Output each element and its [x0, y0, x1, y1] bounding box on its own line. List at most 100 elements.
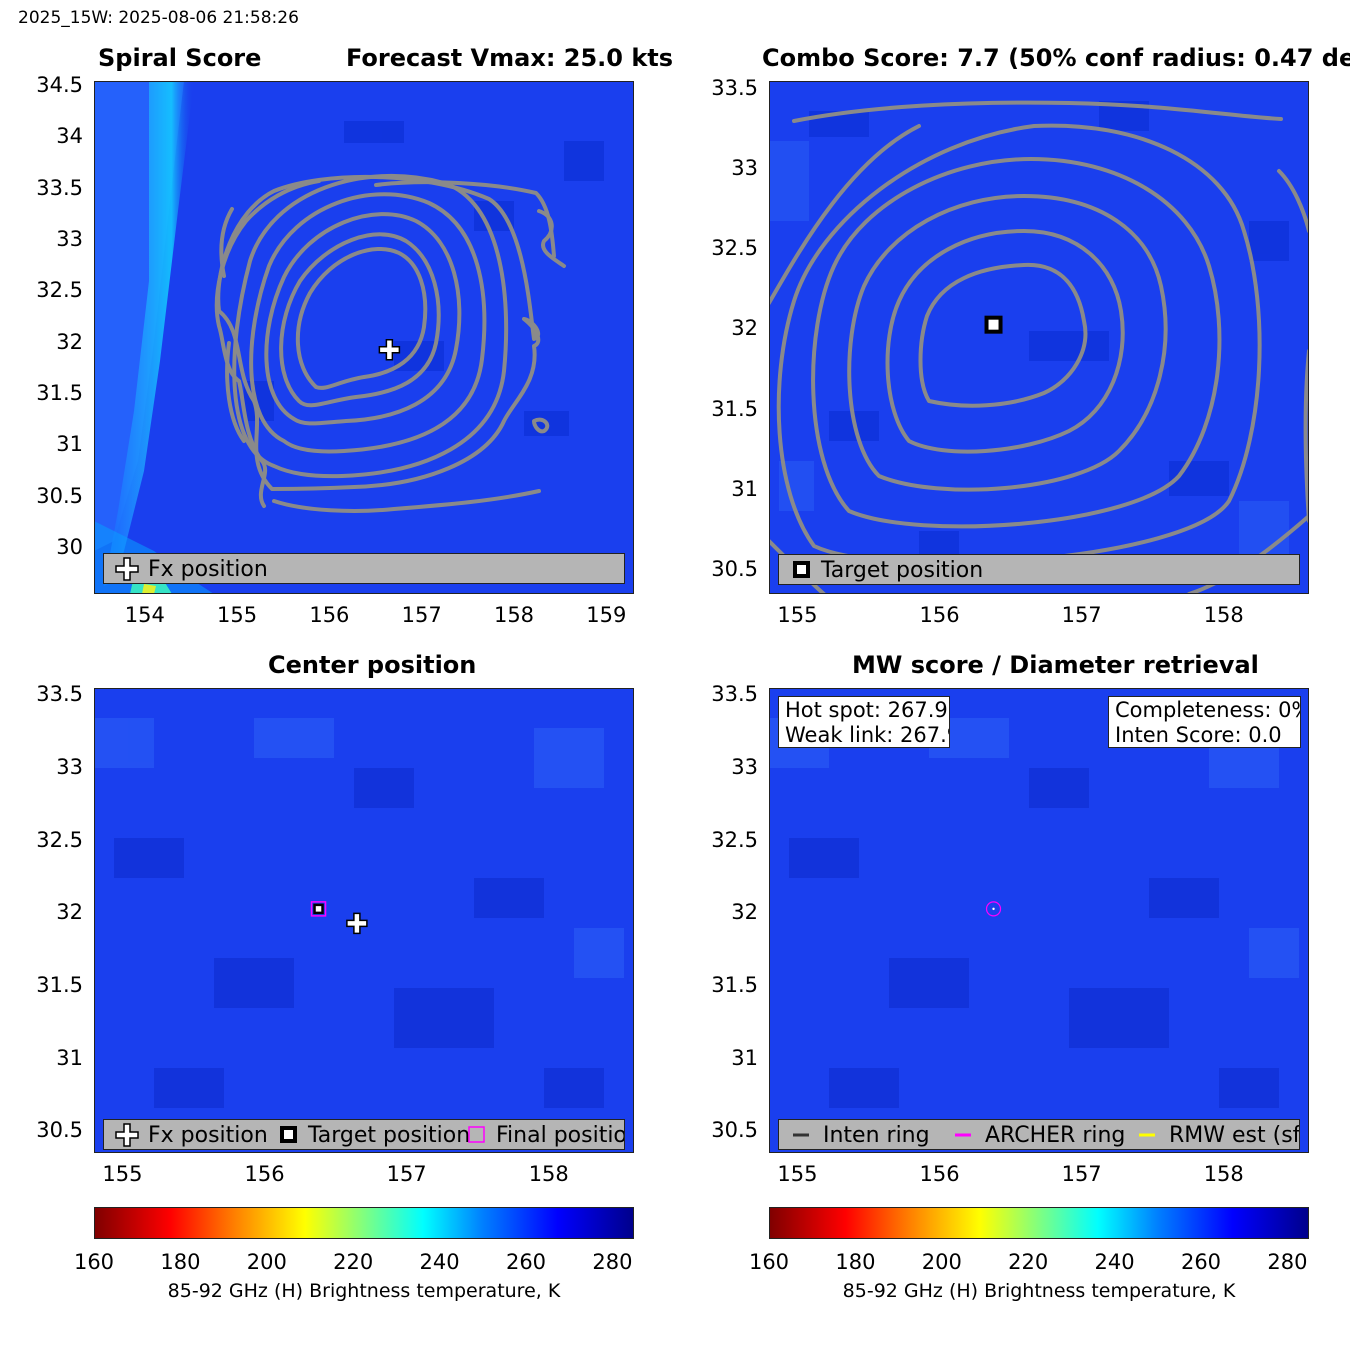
y-tick-label: 31 [731, 476, 758, 501]
y-tick-label: 30.5 [711, 1118, 758, 1143]
legend-label: Fx position [148, 1122, 268, 1148]
x-tick-label: 157 [1061, 603, 1102, 627]
colorbar-tick-label: 160 [73, 1250, 115, 1274]
colorbar-tick-label: 200 [246, 1250, 287, 1274]
yellow-line-icon [1139, 1133, 1155, 1137]
center-final-marker [310, 901, 327, 917]
plus-marker-icon [115, 1123, 139, 1147]
y-tick-label: 32.5 [711, 236, 758, 261]
colorbar-left-label: 85-92 GHz (H) Brightness temperature, K [167, 1280, 561, 1302]
mw-title: MW score / Diameter retrieval [852, 651, 1259, 679]
colorbar-tick-label: 240 [1094, 1250, 1135, 1274]
y-tick-label: 30.5 [36, 483, 83, 508]
legend-item-fx-position: Fx position [112, 1121, 268, 1149]
legend-item-archer-ring: ARCHER ring [953, 1121, 1125, 1149]
colorbar-tick-label: 280 [592, 1250, 633, 1274]
y-tick-label: 33.5 [36, 682, 83, 707]
magenta-square-icon [468, 1126, 485, 1143]
y-tick-label: 33 [56, 754, 83, 779]
x-tick-label: 156 [919, 603, 960, 627]
inten-score-text: Inten Score: 0.0 [1115, 723, 1282, 747]
combo-target-marker [984, 315, 1003, 334]
y-tick-label: 30.5 [36, 1118, 83, 1143]
legend-label: Fx position [148, 556, 268, 582]
y-tick-label: 31 [56, 1045, 83, 1070]
page-title: 2025_15W: 2025-08-06 21:58:26 [18, 8, 299, 28]
y-tick-label: 32.5 [711, 827, 758, 852]
spiral-title: Spiral Score [98, 44, 262, 72]
center-fx-marker [346, 912, 368, 935]
center-legend: Fx position Target position Final positi… [103, 1119, 625, 1150]
x-tick-label: 157 [1061, 1162, 1102, 1186]
spiral-score-plot: Fx position [94, 81, 634, 594]
y-tick-label: 32 [56, 900, 83, 925]
legend-label: Final position [496, 1122, 624, 1148]
center-target-marker [313, 903, 324, 915]
spiral-legend: Fx position [103, 553, 625, 584]
square-marker-icon [280, 1126, 297, 1143]
legend-label: ARCHER ring [985, 1122, 1126, 1148]
colorbar-tick-label: 220 [333, 1250, 374, 1274]
mw-legend: Inten ring ARCHER ring RMW est (sfc) [778, 1119, 1300, 1150]
weak-link-text: Weak link: 267.9K [785, 723, 949, 747]
x-tick-label: 158 [528, 1162, 569, 1186]
mw-info-right: Completeness: 0% Inten Score: 0.0 [1108, 696, 1301, 748]
y-tick-label: 31 [731, 1045, 758, 1070]
y-tick-label: 33.5 [36, 175, 83, 200]
y-tick-label: 34 [56, 124, 83, 149]
y-tick-label: 33.5 [711, 76, 758, 101]
x-tick-label: 155 [777, 603, 818, 627]
legend-item-rmw-est: RMW est (sfc) [1137, 1121, 1300, 1149]
y-tick-label: 30 [56, 534, 83, 559]
legend-item-fx-position: Fx position [112, 555, 268, 583]
legend-item-target-position: Target position [789, 556, 983, 584]
y-tick-label: 33 [731, 156, 758, 181]
center-position-plot: Fx position Target position Final positi… [94, 688, 634, 1153]
gray-line-icon [793, 1133, 809, 1137]
colorbar-tick-label: 260 [1180, 1250, 1222, 1274]
magenta-line-icon [955, 1133, 971, 1137]
colorbar-tick-label: 240 [419, 1250, 460, 1274]
y-tick-label: 31.5 [36, 380, 83, 405]
x-tick-label: 156 [919, 1162, 960, 1186]
legend-label: RMW est (sfc) [1169, 1122, 1300, 1148]
completeness-text: Completeness: 0% [1115, 698, 1301, 722]
combo-contours [769, 100, 1309, 594]
y-tick-label: 34.5 [36, 73, 83, 98]
mw-info-left: Hot spot: 267.9K Weak link: 267.9K [778, 696, 950, 748]
spiral-vmax-title: Forecast Vmax: 25.0 kts [346, 44, 674, 72]
colorbar-tick-label: 280 [1267, 1250, 1308, 1274]
x-tick-label: 156 [244, 1162, 285, 1186]
x-tick-label: 158 [493, 603, 535, 627]
colorbar-left [94, 1207, 634, 1239]
legend-label: Target position [308, 1122, 471, 1148]
square-marker-icon [793, 561, 810, 578]
x-tick-label: 157 [401, 603, 442, 627]
x-tick-label: 157 [386, 1162, 427, 1186]
spiral-fx-marker [378, 339, 401, 361]
combo-score-plot: Target position [769, 81, 1309, 594]
x-tick-label: 159 [586, 603, 627, 627]
legend-label: Inten ring [823, 1122, 930, 1148]
mw-score-plot: Hot spot: 267.9K Weak link: 267.9K Compl… [769, 688, 1309, 1153]
x-tick-label: 158 [1203, 1162, 1244, 1186]
spiral-contours [214, 174, 566, 513]
x-tick-label: 155 [217, 603, 258, 627]
y-tick-label: 31.5 [711, 396, 758, 421]
y-tick-label: 32 [731, 900, 758, 925]
colorbar-tick-label: 220 [1008, 1250, 1049, 1274]
y-tick-label: 33 [56, 227, 83, 252]
colorbar-right-label: 85-92 GHz (H) Brightness temperature, K [842, 1280, 1236, 1302]
mw-field [769, 688, 1309, 1153]
colorbar-tick-label: 180 [835, 1250, 876, 1274]
x-tick-label: 154 [124, 603, 165, 627]
y-tick-label: 31 [56, 432, 83, 457]
colorbar-tick-label: 180 [160, 1250, 201, 1274]
legend-item-target-position: Target position [276, 1121, 470, 1149]
combo-legend: Target position [778, 554, 1300, 585]
colorbar-right [769, 1207, 1309, 1239]
y-tick-label: 32 [56, 329, 83, 354]
legend-item-final-position: Final position [464, 1121, 624, 1149]
legend-item-inten-ring: Inten ring [791, 1121, 930, 1149]
y-tick-label: 30.5 [711, 556, 758, 581]
